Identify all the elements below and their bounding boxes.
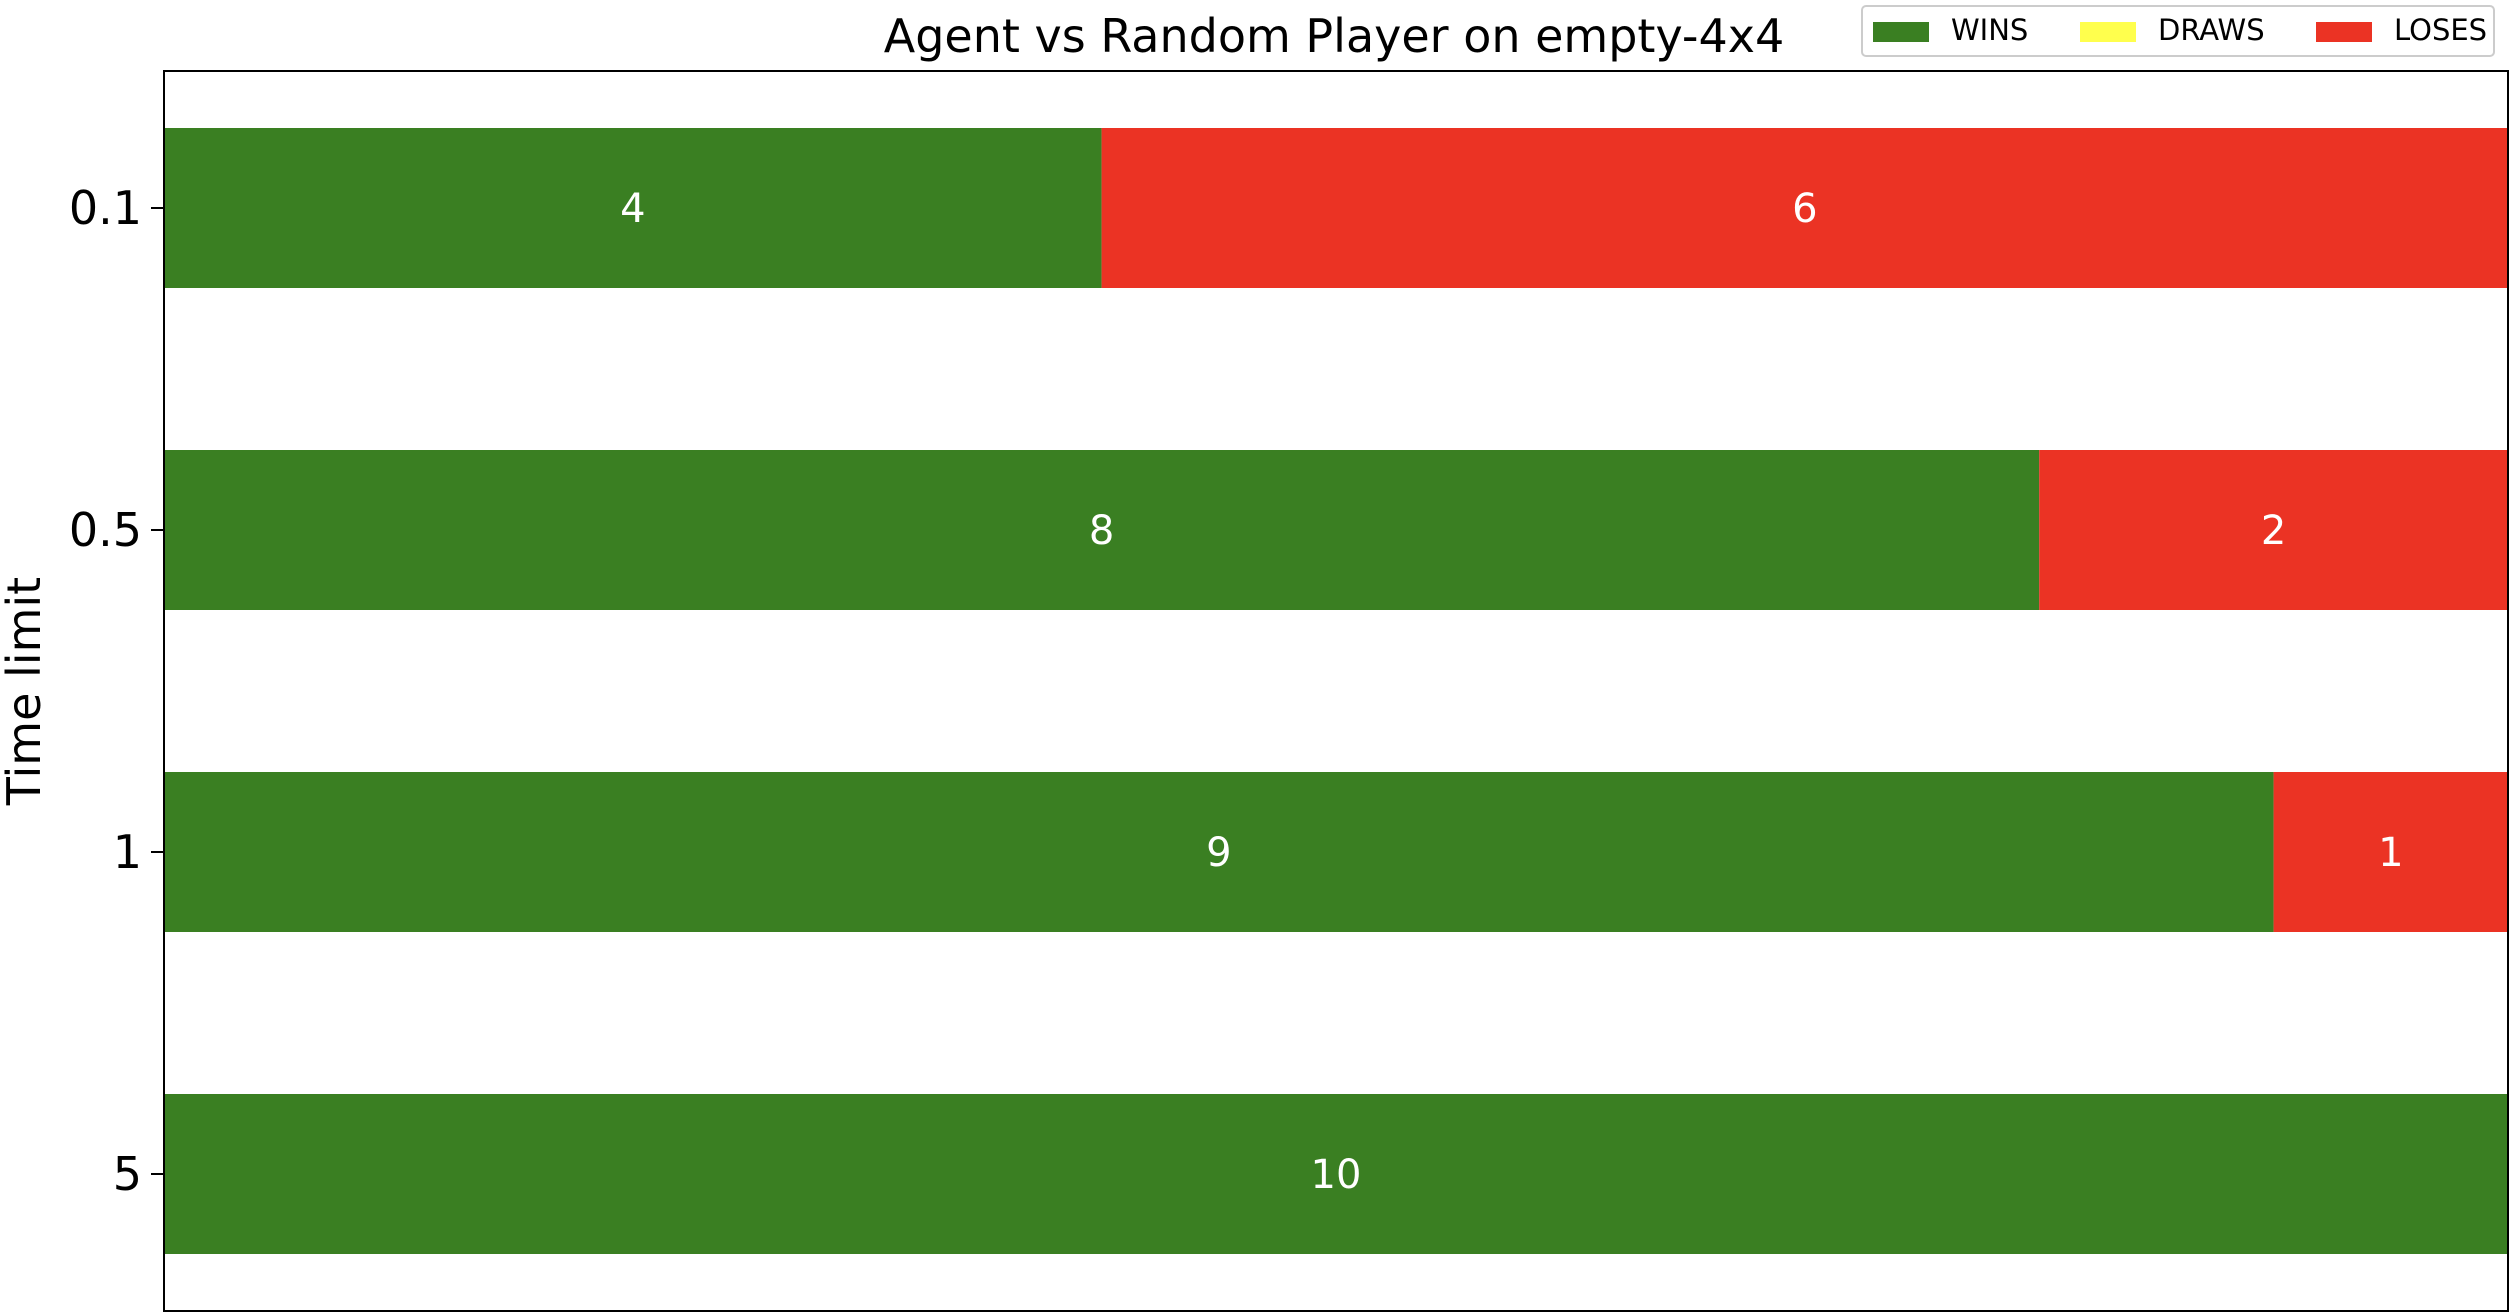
bar-loses-0.1	[1101, 128, 2508, 288]
y-tick-label: 1	[113, 825, 142, 879]
bar-value-label: 1	[2378, 830, 2403, 876]
legend-swatch-draws	[2080, 22, 2136, 42]
y-axis-label: Time limit	[0, 577, 51, 806]
bar-value-label: 9	[1206, 830, 1231, 876]
bar-wins-1	[164, 772, 2274, 932]
bar-wins-5	[164, 1094, 2508, 1254]
legend-label-wins: WINS	[1951, 13, 2028, 47]
y-axis: 0.1 0.5 1 5	[69, 181, 164, 1201]
bar-value-label: 10	[1311, 1152, 1362, 1198]
bar-value-label: 2	[2261, 508, 2286, 554]
y-tick-label: 0.5	[69, 503, 142, 557]
chart-title: Agent vs Random Player on empty-4x4	[884, 9, 1784, 63]
bar-value-label: 4	[620, 186, 645, 232]
legend-frame	[1861, 5, 2495, 57]
bar-labels-group: 4 6 8 2 9 1 10	[620, 186, 2403, 1198]
legend-label-loses: LOSES	[2394, 13, 2487, 47]
bar-wins-0.1	[164, 128, 1102, 288]
plot-frame	[163, 70, 2509, 1312]
bar-wins-0.5	[164, 450, 2040, 610]
legend-swatch-loses	[2316, 22, 2372, 42]
bars-group	[164, 128, 2508, 1254]
bar-value-label: 8	[1089, 508, 1114, 554]
bar-value-label: 6	[1792, 186, 1817, 232]
bar-loses-0.5	[2039, 450, 2508, 610]
y-tick-label: 5	[113, 1147, 142, 1201]
legend-swatch-wins	[1873, 22, 1929, 42]
legend: WINS DRAWS LOSES	[1861, 5, 2495, 57]
y-tick-label: 0.1	[69, 181, 142, 235]
legend-label-draws: DRAWS	[2158, 13, 2265, 47]
bar-loses-1	[2273, 772, 2508, 932]
